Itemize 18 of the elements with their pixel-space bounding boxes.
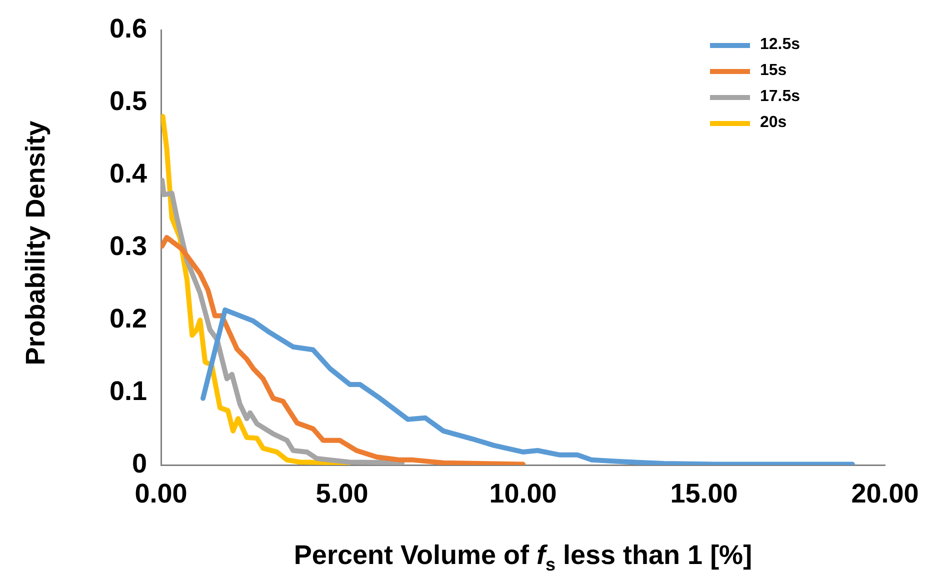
y-tick-label: 0.3 (109, 231, 147, 262)
x-tick-label: 0.00 (134, 478, 188, 509)
x-tick-label: 5.00 (316, 478, 368, 509)
legend-label: 20s (760, 114, 787, 132)
x-tick-label: 10.00 (489, 478, 557, 509)
legend-label: 17.5s (760, 88, 800, 106)
legend-label: 15s (760, 62, 787, 80)
y-tick-label: 0.5 (109, 86, 147, 116)
x-axis-title: Percent Volume of f$_{s}$ less than 1 [%] (292, 540, 754, 576)
y-tick-label: 0 (132, 448, 147, 478)
y-axis-title: Probability Density (20, 120, 52, 366)
y-tick-label: 0.4 (109, 158, 147, 189)
y-tick-label: 0.6 (109, 14, 147, 44)
x-tick-label: 15.00 (670, 478, 738, 509)
x-tick-label: 20.00 (851, 478, 919, 509)
y-tick-label: 0.1 (109, 376, 147, 406)
legend-label: 12.5s (760, 36, 800, 54)
y-tick-label: 0.2 (109, 304, 147, 334)
